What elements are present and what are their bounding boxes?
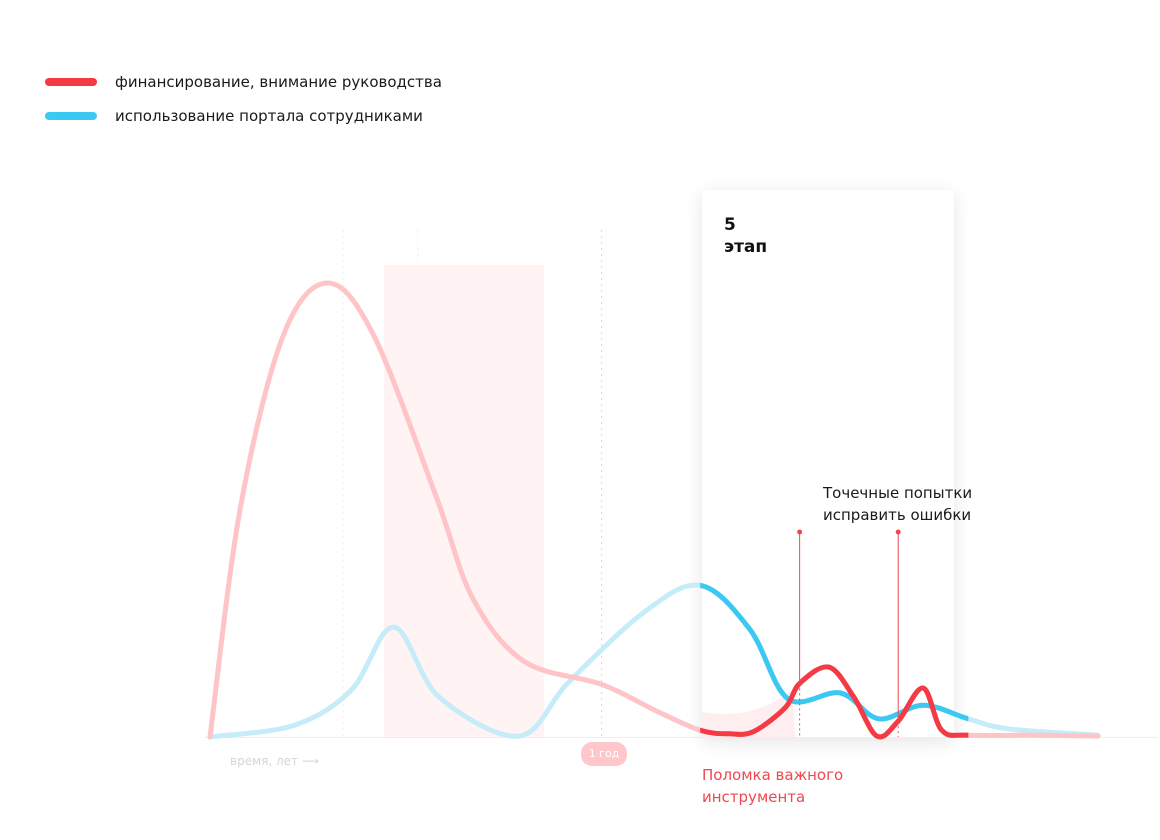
highlight-fill-stage2 xyxy=(384,265,544,737)
series-line-funding xyxy=(700,664,969,740)
stage-word: этап xyxy=(724,237,768,257)
stage-number: 5 xyxy=(724,215,736,235)
year-marker-badge: 1 год xyxy=(581,742,627,766)
stage-title: 5 этап xyxy=(724,214,767,258)
x-axis-label: время, лет ⟶ xyxy=(230,754,320,768)
series-bright xyxy=(700,582,969,740)
legend-label-usage: использование портала сотрудниками xyxy=(115,107,423,125)
marker-dot-1 xyxy=(797,529,803,535)
stage-panel: 5 этап xyxy=(702,190,954,738)
series-line-usage xyxy=(700,582,969,722)
annotation-break: Поломка важного инструмента xyxy=(702,764,843,808)
legend-swatch-funding xyxy=(45,78,97,86)
marker-dot-2 xyxy=(895,529,901,535)
annotation-break-line1: Поломка важного xyxy=(702,766,844,784)
annotation-fixes-line1: Точечные попытки xyxy=(823,484,973,502)
annotation-markers xyxy=(797,529,901,737)
legend-item-usage: использование портала сотрудниками xyxy=(45,104,442,128)
legend-label-funding: финансирование, внимание руководства xyxy=(115,73,442,91)
annotation-fixes: Точечные попытки исправить ошибки xyxy=(823,482,972,526)
highlight-fills xyxy=(384,265,795,737)
legend-swatch-usage xyxy=(45,112,97,120)
annotation-fixes-line2: исправить ошибки xyxy=(823,506,972,524)
legend-item-funding: финансирование, внимание руководства xyxy=(45,70,442,94)
series-line-faded-usage xyxy=(207,582,1101,740)
annotation-break-line2: инструмента xyxy=(702,788,806,806)
legend: финансирование, внимание руководства исп… xyxy=(45,70,442,138)
highlight-fill-break xyxy=(702,690,795,737)
